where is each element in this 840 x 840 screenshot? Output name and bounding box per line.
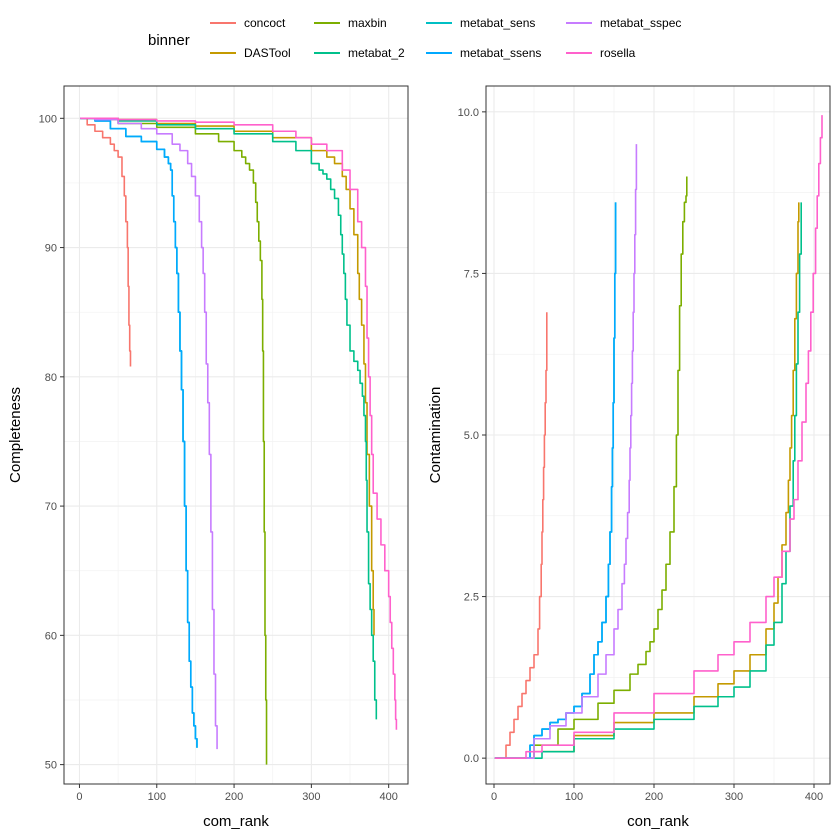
legend-title: binner bbox=[148, 32, 190, 49]
x-tick-label: 100 bbox=[565, 791, 583, 803]
y-tick-label: 90 bbox=[45, 243, 57, 255]
x-tick-label: 0 bbox=[76, 791, 82, 803]
series-line-metabat_2 bbox=[494, 202, 802, 759]
legend-label: concoct bbox=[244, 16, 286, 30]
contamination-series bbox=[494, 115, 823, 759]
series-line-metabat_ssens bbox=[494, 202, 617, 759]
series-line-concoct bbox=[80, 117, 132, 367]
completeness-y-axis-title: Completeness bbox=[7, 387, 24, 483]
legend-label: DASTool bbox=[244, 46, 291, 60]
x-tick-label: 200 bbox=[645, 791, 663, 803]
y-tick-label: 70 bbox=[45, 501, 57, 513]
completeness-x-axis-title: com_rank bbox=[203, 813, 269, 830]
legend-label: metabat_sspec bbox=[600, 16, 681, 30]
x-tick-label: 100 bbox=[148, 791, 166, 803]
legend-label: rosella bbox=[600, 46, 636, 60]
y-tick-label: 5.0 bbox=[464, 430, 479, 442]
y-tick-label: 7.5 bbox=[464, 268, 479, 280]
y-tick-label: 0.0 bbox=[464, 753, 479, 765]
series-line-DASTool bbox=[494, 202, 800, 759]
series-line-metabat_sspec bbox=[494, 144, 638, 759]
series-line-concoct bbox=[494, 312, 548, 759]
x-tick-label: 200 bbox=[225, 791, 243, 803]
y-tick-label: 2.5 bbox=[464, 592, 479, 604]
completeness-panel: 0 100 200 300 400 50 60 70 80 90 100 com_rank Comp… bbox=[7, 85, 409, 830]
y-tick-label: 60 bbox=[45, 630, 57, 642]
series-line-DASTool bbox=[80, 117, 375, 636]
contamination-x-axis-title: con_rank bbox=[627, 813, 689, 830]
legend: binner concoct DASTool maxbin metabat_2 meta… bbox=[148, 16, 681, 60]
legend-entries: concoct DASTool maxbin metabat_2 metabat_sen… bbox=[210, 16, 681, 60]
contamination-gridlines bbox=[486, 86, 830, 784]
series-line-metabat_2 bbox=[80, 117, 378, 720]
legend-entry: metabat_2 bbox=[314, 46, 405, 60]
contamination-ticks: 0 100 200 300 400 0.0 2.5 5.0 7.5 10.0 bbox=[458, 107, 824, 803]
series-line-metabat_ssens bbox=[80, 117, 198, 748]
series-line-maxbin bbox=[494, 176, 688, 759]
x-tick-label: 400 bbox=[379, 791, 397, 803]
series-line-metabat_sspec bbox=[80, 117, 218, 750]
x-tick-label: 400 bbox=[805, 791, 823, 803]
series-line-rosella bbox=[494, 115, 823, 759]
x-tick-label: 300 bbox=[725, 791, 743, 803]
legend-entry: metabat_sspec bbox=[566, 16, 681, 30]
legend-entry: DASTool bbox=[210, 46, 291, 60]
legend-entry: metabat_sens bbox=[426, 16, 535, 30]
completeness-ticks: 0 100 200 300 400 50 60 70 80 90 100 bbox=[39, 113, 398, 803]
legend-label: metabat_sens bbox=[460, 16, 535, 30]
y-tick-label: 80 bbox=[45, 372, 57, 384]
legend-label: metabat_ssens bbox=[460, 46, 541, 60]
legend-label: metabat_2 bbox=[348, 46, 405, 60]
legend-entry: maxbin bbox=[314, 16, 387, 30]
completeness-plot-background bbox=[64, 86, 408, 784]
completeness-panel-border bbox=[63, 85, 409, 785]
x-tick-label: 0 bbox=[491, 791, 497, 803]
completeness-gridlines bbox=[64, 86, 408, 784]
contamination-panel: 0 100 200 300 400 0.0 2.5 5.0 7.5 10.0 con_rank C… bbox=[427, 85, 831, 830]
y-tick-label: 100 bbox=[39, 113, 57, 125]
completeness-series bbox=[80, 117, 398, 765]
legend-entry: metabat_ssens bbox=[426, 46, 541, 60]
x-tick-label: 300 bbox=[302, 791, 320, 803]
contamination-y-axis-title: Contamination bbox=[427, 387, 444, 484]
y-tick-label: 10.0 bbox=[458, 107, 479, 119]
legend-entry: concoct bbox=[210, 16, 286, 30]
legend-label: maxbin bbox=[348, 16, 387, 30]
legend-entry: rosella bbox=[566, 46, 636, 60]
series-line-rosella bbox=[80, 117, 398, 730]
y-tick-label: 50 bbox=[45, 760, 57, 772]
